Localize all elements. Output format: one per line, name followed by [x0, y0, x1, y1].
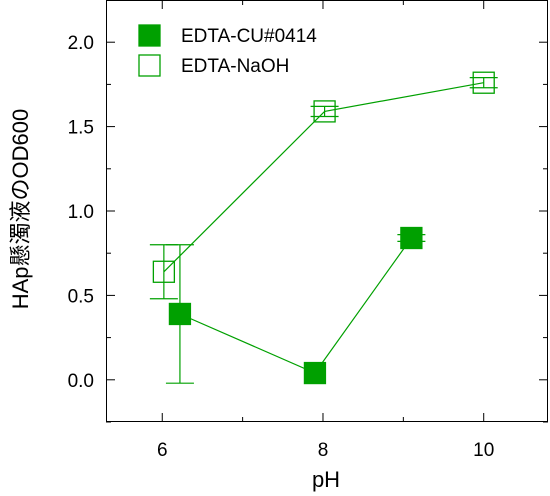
legend-label: EDTA-CU#0414 — [181, 26, 317, 47]
x-axis-ticks: 6 8 10 — [157, 0, 494, 461]
legend: EDTA-CU#0414 EDTA-NaOH — [138, 24, 317, 77]
data-point — [400, 226, 423, 250]
data-point — [313, 100, 336, 123]
plot-frame — [106, 0, 548, 422]
legend-marker — [138, 24, 161, 47]
y-axis-title: HAp懸濁液のOD600 — [8, 109, 33, 310]
series-line — [179, 237, 412, 374]
y-tick-label: 1.0 — [68, 202, 94, 223]
series-line — [163, 82, 484, 273]
y-tick-label: 0.0 — [68, 371, 94, 392]
data-point — [472, 71, 495, 94]
x-tick-label: 8 — [318, 440, 329, 461]
y-axis-ticks: 0.0 0.5 1.0 1.5 2.0 — [68, 33, 548, 423]
series-edta-naoh — [149, 71, 498, 300]
data-point — [168, 302, 192, 326]
legend-marker — [138, 54, 161, 77]
y-tick-label: 2.0 — [68, 33, 94, 54]
series-edta-cu0414 — [165, 226, 426, 385]
series-layer — [149, 71, 498, 385]
data-point — [152, 260, 176, 283]
legend-label: EDTA-NaOH — [181, 56, 289, 77]
plot-border — [106, 0, 548, 422]
x-tick-label: 10 — [473, 440, 494, 461]
data-point — [303, 361, 327, 385]
y-tick-label: 1.5 — [68, 118, 94, 139]
x-axis-title: pH — [312, 467, 340, 492]
y-tick-label: 0.5 — [68, 286, 94, 307]
x-tick-label: 6 — [157, 440, 168, 461]
